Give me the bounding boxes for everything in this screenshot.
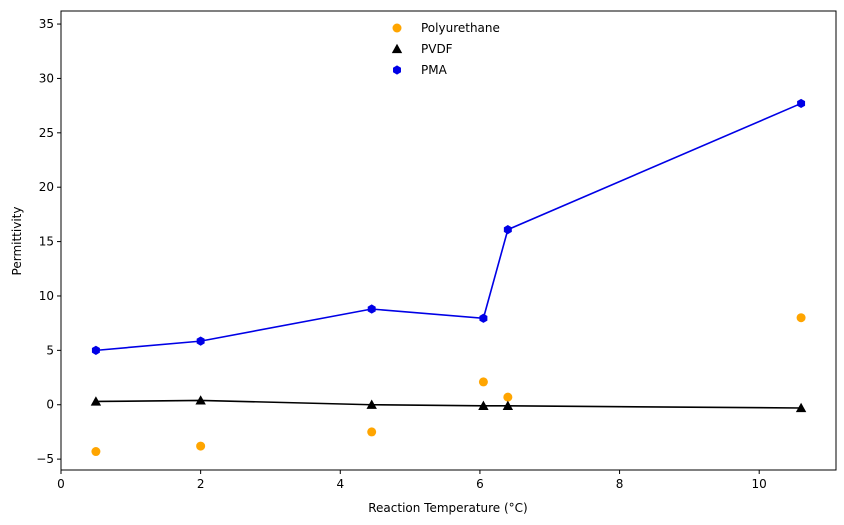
y-tick-label: −5 (36, 452, 54, 466)
pvdf-point (795, 402, 807, 413)
pma-point (91, 345, 100, 355)
polyurethane-point (91, 447, 101, 457)
x-tick-label: 8 (616, 477, 624, 491)
pvdf-point (478, 400, 489, 410)
x-tick-label: 2 (197, 477, 205, 491)
polyurethane-point (196, 441, 206, 451)
legend-polyurethane-label: Polyurethane (421, 21, 500, 35)
series-lines (95, 102, 802, 409)
x-axis-title: Reaction Temperature (°C) (368, 501, 528, 515)
y-tick-label: 25 (39, 126, 54, 140)
pma-point (797, 98, 806, 109)
legend: Polyurethane PVDF PMA (391, 21, 500, 77)
pvdf-point (366, 399, 377, 409)
pvdf-point (502, 400, 514, 410)
x-tick-label: 6 (476, 477, 484, 491)
pma-point (479, 313, 488, 323)
y-axis: −5 0 5 10 15 20 25 30 35 (36, 17, 61, 466)
pma-point (367, 304, 376, 314)
y-tick-label: 0 (46, 398, 54, 412)
x-tick-label: 10 (752, 477, 767, 491)
plot-area (60, 10, 837, 471)
polyurethane-point (503, 392, 513, 402)
y-tick-label: 30 (39, 71, 54, 85)
x-axis: 0 2 4 6 8 10 (57, 470, 767, 491)
pma-point (503, 225, 512, 235)
y-tick-label: 35 (39, 17, 54, 31)
y-tick-label: 20 (39, 180, 54, 194)
polyurethane-point (796, 313, 806, 323)
y-tick-label: 10 (39, 289, 54, 303)
pma-line (95, 102, 802, 352)
y-tick-label: 15 (39, 235, 54, 249)
legend-polyurethane-marker (392, 23, 402, 33)
y-tick-label: 5 (46, 343, 54, 357)
legend-pma-label: PMA (421, 63, 448, 77)
pvdf-point (90, 396, 102, 406)
legend-pvdf-label: PVDF (421, 42, 453, 56)
polyurethane-point (478, 377, 488, 387)
legend-pma-marker (393, 65, 401, 75)
pma-point (196, 336, 205, 346)
legend-pvdf-marker (391, 43, 403, 54)
polyurethane-point (367, 427, 377, 437)
pvdf-point (195, 395, 206, 405)
pvdf-line (95, 399, 802, 409)
x-tick-label: 4 (336, 477, 344, 491)
x-tick-label: 0 (57, 477, 65, 491)
y-axis-title: Permittivity (10, 207, 24, 276)
series-points (90, 98, 807, 457)
